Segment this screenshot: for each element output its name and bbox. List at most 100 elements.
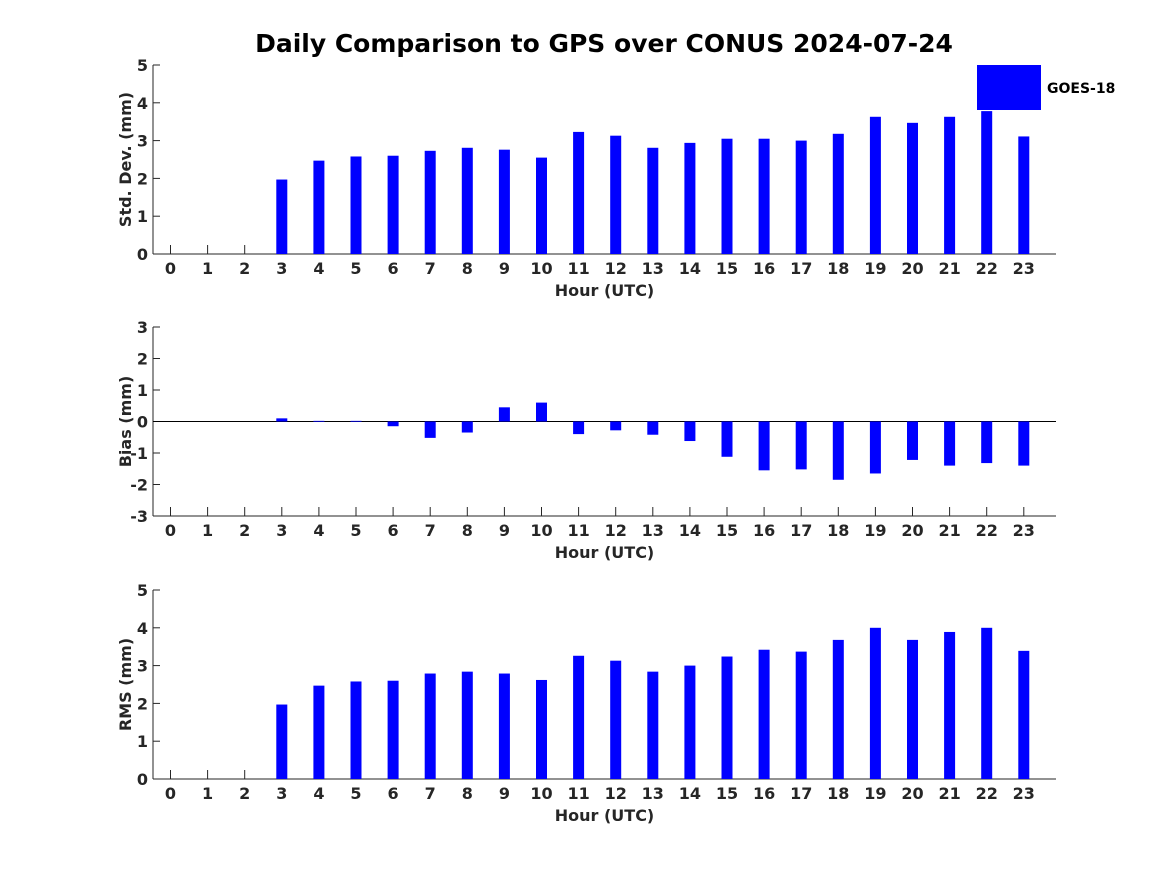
std-bar-hour-9: [498, 149, 510, 254]
rms-x-tick-label: 3: [276, 784, 287, 803]
rms-x-tick-label: 17: [790, 784, 812, 803]
std-x-tick-label: 18: [827, 259, 849, 278]
rms-bar-hour-13: [647, 671, 659, 779]
rms-x-tick-label: 7: [425, 784, 436, 803]
bias-bar-hour-17: [795, 421, 807, 470]
rms-x-tick-label: 21: [938, 784, 960, 803]
legend: GOES-18: [977, 65, 1115, 110]
rms-bar-hour-3: [276, 704, 288, 779]
rms-x-tick-label: 20: [901, 784, 923, 803]
bias-y-tick-label: -3: [130, 507, 148, 526]
bias-y-tick-label: 1: [137, 381, 148, 400]
std-x-tick-label: 22: [976, 259, 998, 278]
rms-bar-hour-18: [832, 639, 844, 779]
rms-x-tick-label: 19: [864, 784, 886, 803]
bias-x-tick-label: 15: [716, 521, 738, 540]
std-bar-hour-6: [387, 155, 399, 254]
std-x-tick-label: 5: [350, 259, 361, 278]
bias-x-tick-label: 22: [976, 521, 998, 540]
std-bar-hour-20: [907, 122, 918, 254]
bias-x-tick-label: 14: [679, 521, 701, 540]
bias-x-tick-label: 12: [605, 521, 627, 540]
figure-title: Daily Comparison to GPS over CONUS 2024-…: [255, 29, 953, 58]
bias-x-tick-label: 4: [313, 521, 324, 540]
std-x-tick-label: 16: [753, 259, 775, 278]
std-bar-hour-16: [758, 138, 770, 254]
rms-x-tick-label: 2: [239, 784, 250, 803]
bias-bar-hour-12: [610, 421, 622, 431]
rms-bar-hour-9: [498, 673, 510, 779]
rms-x-tick-label: 4: [313, 784, 324, 803]
rms-x-tick-label: 23: [1013, 784, 1035, 803]
std-x-tick-label: 11: [567, 259, 589, 278]
std-y-axis-label: Std. Dev. (mm): [116, 92, 135, 227]
rms-bar-hour-7: [424, 673, 436, 779]
std-bar-hour-22: [981, 111, 993, 254]
rms-bar-hour-15: [721, 656, 733, 779]
bias-bar-hour-20: [907, 421, 918, 460]
std-bar-hour-17: [795, 140, 807, 254]
std-bar-hour-13: [647, 147, 659, 254]
bias-bar-hour-5: [350, 420, 362, 422]
bias-x-tick-label: 3: [276, 521, 287, 540]
rms-x-tick-label: 5: [350, 784, 361, 803]
bias-bar-hour-14: [684, 421, 696, 442]
bias-x-tick-label: 23: [1013, 521, 1035, 540]
std-bar-hour-11: [573, 131, 585, 254]
bias-bar-hour-10: [536, 402, 547, 422]
rms-bar-hour-8: [461, 671, 473, 779]
rms-bar-hour-21: [944, 631, 956, 779]
std-x-tick-label: 1: [202, 259, 213, 278]
bias-x-tick-label: 9: [499, 521, 510, 540]
bias-x-tick-label: 16: [753, 521, 775, 540]
rms-y-tick-label: 0: [137, 770, 148, 789]
bias-bar-hour-21: [944, 421, 956, 466]
std-x-tick-label: 3: [276, 259, 287, 278]
std-bar-hour-4: [313, 160, 325, 254]
bias-bar-hour-19: [869, 421, 881, 474]
std-y-tick-label: 3: [137, 132, 148, 151]
legend-label: GOES-18: [1047, 81, 1115, 97]
rms-bar-hour-11: [573, 655, 585, 779]
rms-x-tick-label: 1: [202, 784, 213, 803]
std-bar-hour-3: [276, 179, 288, 254]
std-bar-hour-23: [1018, 136, 1030, 254]
bias-y-tick-label: 0: [137, 413, 148, 432]
std-x-tick-label: 23: [1013, 259, 1035, 278]
rms-y-tick-label: 2: [137, 694, 148, 713]
std-x-tick-label: 2: [239, 259, 250, 278]
rms-bar-hour-16: [758, 649, 770, 779]
std-x-tick-label: 9: [499, 259, 510, 278]
rms-y-tick-label: 1: [137, 732, 148, 751]
rms-x-tick-label: 0: [165, 784, 176, 803]
bias-y-tick-label: -2: [130, 476, 148, 495]
rms-x-tick-label: 16: [753, 784, 775, 803]
bias-x-axis-label: Hour (UTC): [555, 543, 655, 562]
std-x-tick-label: 20: [901, 259, 923, 278]
rms-x-tick-label: 6: [388, 784, 399, 803]
bias-x-tick-label: 13: [642, 521, 664, 540]
std-bar-hour-12: [610, 135, 622, 254]
bias-bar-hour-18: [832, 421, 844, 480]
bias-x-tick-label: 18: [827, 521, 849, 540]
std-x-tick-label: 4: [313, 259, 324, 278]
bias-x-tick-label: 7: [425, 521, 436, 540]
rms-bar-hour-20: [907, 639, 918, 779]
std-x-tick-label: 6: [388, 259, 399, 278]
rms-x-tick-label: 8: [462, 784, 473, 803]
std-bar-hour-14: [684, 142, 696, 254]
std-bar-hour-5: [350, 156, 362, 254]
std-y-tick-label: 2: [137, 169, 148, 188]
bias-bar-hour-7: [424, 421, 436, 438]
std-x-tick-label: 14: [679, 259, 701, 278]
bias-x-tick-label: 1: [202, 521, 213, 540]
std-x-tick-label: 21: [938, 259, 960, 278]
std-y-tick-label: 0: [137, 245, 148, 264]
bias-bar-hour-15: [721, 421, 733, 457]
std-y-tick-label: 5: [137, 56, 148, 75]
rms-bar-hour-5: [350, 681, 362, 779]
rms-y-axis-label: RMS (mm): [116, 638, 135, 731]
rms-x-tick-label: 14: [679, 784, 701, 803]
rms-x-tick-label: 22: [976, 784, 998, 803]
bias-y-tick-label: 3: [137, 318, 148, 337]
